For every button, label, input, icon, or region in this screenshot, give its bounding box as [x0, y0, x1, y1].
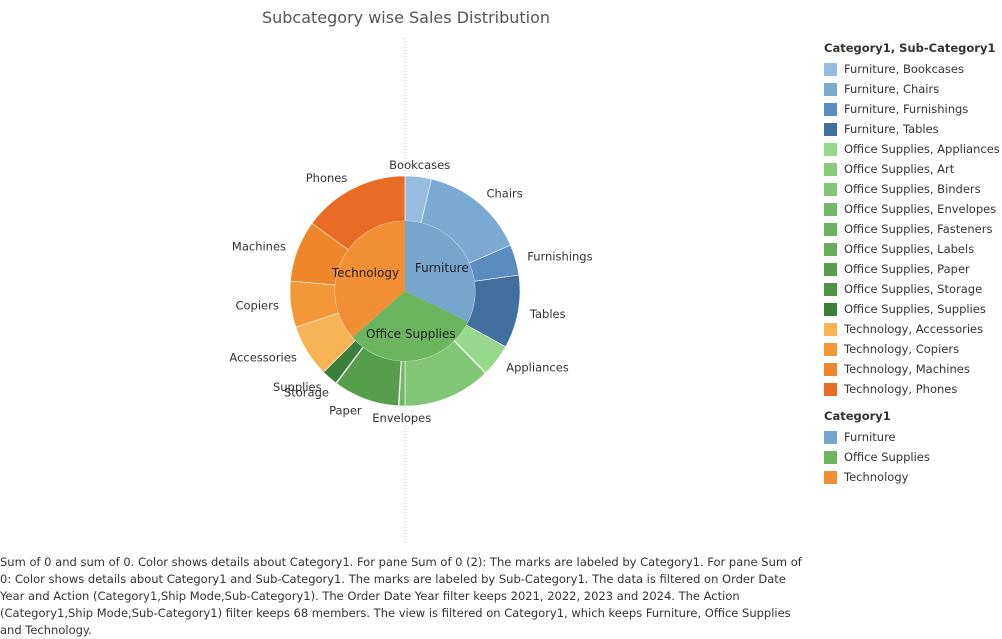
legend-item-office-supplies-labels[interactable]: Office Supplies, Labels [824, 239, 1002, 259]
legend-label: Office Supplies, Envelopes [844, 202, 997, 216]
legend-swatch [824, 262, 837, 276]
legend-swatch [824, 430, 837, 444]
chart-title: Subcategory wise Sales Distribution [261, 8, 551, 27]
legend-swatch [824, 122, 837, 136]
legend-category: Category1 Furniture Office Supplies Techno… [824, 408, 1002, 487]
legend-item-furniture[interactable]: Furniture [824, 427, 1002, 447]
legend-item-office-supplies-envelopes[interactable]: Office Supplies, Envelopes [824, 199, 1002, 219]
legend-swatch [824, 342, 837, 356]
legend-swatch [824, 142, 837, 156]
legend-swatch [824, 182, 837, 196]
slice-category-furniture[interactable] [405, 221, 475, 322]
legend-label: Office Supplies, Appliances [844, 142, 1000, 156]
legend-swatch [824, 62, 837, 76]
legend-item-office-supplies-paper[interactable]: Office Supplies, Paper [824, 259, 1002, 279]
legend-label: Office Supplies, Art [844, 162, 955, 176]
legend-swatch [824, 302, 837, 316]
chart-canvas: Bookcases Chairs Furnishings Tables Applianc… [229, 38, 593, 545]
legend-swatch [824, 222, 837, 236]
legend-label: Furniture, Furnishings [844, 102, 969, 116]
legend-label: Office Supplies [844, 450, 930, 464]
legend-item-office-supplies-appliances[interactable]: Office Supplies, Appliances [824, 139, 1002, 159]
legend-item-technology-accessories[interactable]: Technology, Accessories [824, 319, 1002, 339]
legend-item-technology-phones[interactable]: Technology, Phones [824, 379, 1002, 399]
legend-subcategory-items: Furniture, Bookcases Furniture, Chairs Fur… [824, 59, 1002, 399]
outer-labels: Bookcases Chairs Furnishings Tables Applianc… [229, 158, 592, 425]
slice-label-copiers: Copiers [235, 299, 278, 313]
legend-item-office-supplies-fasteners[interactable]: Office Supplies, Fasteners [824, 219, 1002, 239]
legend-category-title: Category1 [824, 409, 891, 423]
legend-swatch [824, 282, 837, 296]
legend-label: Technology, Machines [844, 362, 970, 376]
outer-ring [289, 175, 521, 407]
legend-label: Office Supplies, Paper [844, 262, 970, 276]
legend-swatch [824, 362, 837, 376]
legend-swatch [824, 382, 837, 396]
legend-label: Office Supplies, Storage [844, 282, 983, 296]
legend-subcategory-title: Category1, Sub-Category1 [824, 41, 996, 55]
legend-label: Technology, Copiers [844, 342, 960, 356]
legend-label: Technology, Accessories [844, 322, 984, 336]
legend-label: Office Supplies, Fasteners [844, 222, 993, 236]
chart-caption: Sum of 0 and sum of 0. Color shows detai… [0, 555, 802, 637]
category-label-furniture: Furniture [415, 261, 469, 275]
slice-label-phones: Phones [306, 171, 348, 185]
slice-label-furnishings: Furnishings [527, 250, 592, 264]
legend-item-office-supplies-binders[interactable]: Office Supplies, Binders [824, 179, 1002, 199]
legend-label: Technology [844, 470, 909, 484]
slice-label-bookcases: Bookcases [389, 158, 450, 172]
slice-label-accessories: Accessories [229, 351, 296, 365]
legend-label: Office Supplies, Labels [844, 242, 975, 256]
legend-label: Technology, Phones [844, 382, 958, 396]
slice-label-chairs: Chairs [486, 187, 522, 201]
legend-label: Furniture, Tables [844, 122, 939, 136]
legend-swatch [824, 162, 837, 176]
legend-item-office-supplies-storage[interactable]: Office Supplies, Storage [824, 279, 1002, 299]
legend-label: Furniture, Chairs [844, 82, 940, 96]
legend-item-furniture-bookcases[interactable]: Furniture, Bookcases [824, 59, 1002, 79]
legend-swatch [824, 450, 837, 464]
legend-label: Office Supplies, Binders [844, 182, 981, 196]
legend-item-furniture-tables[interactable]: Furniture, Tables [824, 119, 1002, 139]
slice-label-appliances: Appliances [506, 361, 569, 375]
legend-swatch [824, 102, 837, 116]
legend-item-furniture-chairs[interactable]: Furniture, Chairs [824, 79, 1002, 99]
inner-ring [335, 221, 475, 362]
legend-item-office-supplies-supplies[interactable]: Office Supplies, Supplies [824, 299, 1002, 319]
legend-subcategory: Category1, Sub-Category1 Furniture, Book… [824, 40, 1002, 399]
legend-swatch [824, 202, 837, 216]
legend-swatch [824, 82, 837, 96]
slice-label-paper: Paper [329, 403, 362, 417]
slice-label-tables: Tables [529, 307, 566, 321]
slice-category-technology[interactable] [335, 221, 405, 338]
legend-swatch [824, 242, 837, 256]
legend-label: Furniture [844, 430, 896, 444]
legend-label: Furniture, Bookcases [844, 62, 964, 76]
slice-category-office-supplies[interactable] [352, 291, 468, 362]
slice-label-machines: Machines [232, 239, 286, 253]
legend-item-technology-machines[interactable]: Technology, Machines [824, 359, 1002, 379]
category-label-office-supplies: Office Supplies [366, 327, 456, 341]
inner-labels: Furniture Office Supplies Technology [331, 261, 469, 341]
legend-category-items: Furniture Office Supplies Technology [824, 427, 1002, 487]
legend-label: Office Supplies, Supplies [844, 302, 986, 316]
legend-item-office-supplies[interactable]: Office Supplies [824, 447, 1002, 467]
slice-label-supplies: Supplies [273, 380, 322, 394]
slice-label-storage: Storage [284, 386, 329, 400]
legend-item-furniture-furnishings[interactable]: Furniture, Furnishings [824, 99, 1002, 119]
legend-item-office-supplies-art[interactable]: Office Supplies, Art [824, 159, 1002, 179]
category-label-technology: Technology [331, 266, 399, 280]
legend-item-technology[interactable]: Technology [824, 467, 1002, 487]
legend-swatch [824, 322, 837, 336]
legend-item-technology-copiers[interactable]: Technology, Copiers [824, 339, 1002, 359]
legend-swatch [824, 470, 837, 484]
slice-label-envelopes: Envelopes [372, 411, 431, 425]
